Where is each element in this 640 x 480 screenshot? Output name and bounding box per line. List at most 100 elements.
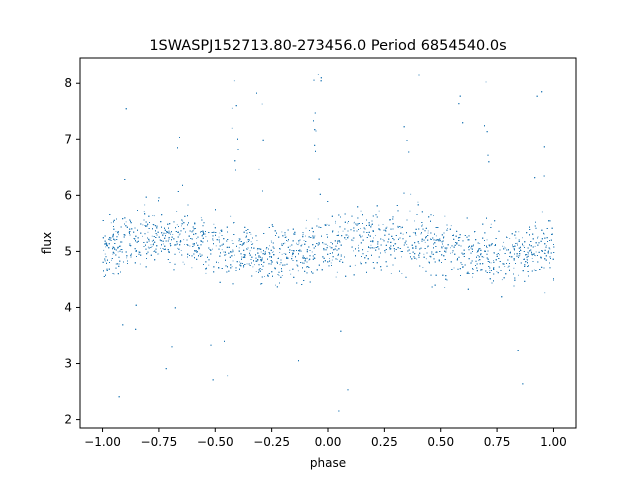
data-point bbox=[416, 258, 418, 260]
data-point bbox=[220, 229, 222, 231]
data-point bbox=[183, 239, 185, 241]
data-point bbox=[414, 220, 415, 222]
data-point bbox=[370, 244, 372, 246]
scatter-points bbox=[102, 74, 555, 412]
data-point bbox=[301, 244, 303, 246]
data-point bbox=[336, 271, 338, 273]
data-point bbox=[523, 259, 524, 260]
data-point bbox=[360, 261, 362, 263]
data-point bbox=[519, 254, 521, 256]
data-point bbox=[281, 253, 283, 255]
data-point bbox=[117, 251, 119, 253]
data-point bbox=[111, 259, 112, 261]
data-point bbox=[373, 237, 374, 239]
data-point bbox=[375, 235, 376, 236]
data-point bbox=[233, 80, 235, 82]
data-point bbox=[348, 235, 350, 237]
data-point bbox=[370, 224, 372, 226]
data-point bbox=[402, 233, 404, 235]
data-point bbox=[250, 233, 252, 235]
data-point bbox=[296, 242, 297, 244]
data-point bbox=[435, 235, 437, 237]
data-point bbox=[335, 222, 336, 224]
data-point bbox=[382, 224, 384, 225]
data-point bbox=[360, 228, 361, 229]
data-point bbox=[378, 224, 380, 226]
data-point bbox=[279, 252, 281, 253]
data-point bbox=[120, 245, 122, 247]
data-point bbox=[418, 243, 420, 244]
data-point bbox=[329, 258, 330, 259]
data-point bbox=[147, 231, 149, 233]
data-point bbox=[450, 247, 451, 249]
data-point bbox=[244, 256, 246, 258]
data-point bbox=[447, 228, 448, 229]
data-point bbox=[238, 238, 240, 240]
data-point bbox=[444, 287, 446, 288]
data-point bbox=[227, 375, 229, 377]
data-point bbox=[129, 245, 130, 246]
data-point bbox=[401, 273, 403, 274]
data-point bbox=[281, 275, 283, 276]
data-point bbox=[534, 245, 536, 247]
data-point bbox=[478, 259, 479, 261]
data-point bbox=[534, 255, 535, 256]
data-point bbox=[255, 271, 257, 272]
data-point bbox=[317, 74, 319, 75]
data-point bbox=[493, 252, 495, 253]
data-point bbox=[172, 234, 174, 235]
data-point bbox=[303, 240, 305, 241]
data-point bbox=[104, 253, 106, 255]
data-point bbox=[308, 259, 310, 261]
data-point bbox=[362, 235, 363, 237]
data-point bbox=[354, 264, 356, 266]
data-point bbox=[115, 263, 117, 265]
data-point bbox=[271, 252, 273, 253]
data-point bbox=[265, 248, 267, 250]
data-point bbox=[306, 219, 307, 221]
data-point bbox=[205, 236, 207, 238]
data-point bbox=[329, 246, 331, 248]
data-point bbox=[275, 284, 276, 286]
data-point bbox=[165, 233, 167, 234]
data-point bbox=[423, 253, 425, 255]
data-point bbox=[390, 273, 392, 274]
data-point bbox=[527, 254, 529, 255]
data-point bbox=[509, 238, 511, 239]
data-point bbox=[409, 210, 411, 212]
data-point bbox=[336, 258, 338, 260]
data-point bbox=[196, 252, 197, 253]
data-point bbox=[490, 223, 492, 225]
data-point bbox=[386, 226, 388, 228]
data-point bbox=[110, 222, 112, 224]
data-point bbox=[417, 201, 419, 203]
data-point bbox=[526, 258, 528, 260]
data-point bbox=[118, 234, 119, 236]
data-point bbox=[330, 247, 332, 249]
data-point bbox=[506, 236, 507, 238]
data-point bbox=[153, 215, 155, 217]
data-point bbox=[272, 251, 274, 253]
data-point bbox=[168, 230, 170, 232]
data-point bbox=[212, 248, 213, 250]
data-point bbox=[105, 246, 107, 248]
data-point bbox=[502, 245, 503, 247]
data-point bbox=[258, 168, 260, 170]
data-point bbox=[183, 263, 185, 265]
data-point bbox=[246, 248, 247, 249]
data-point bbox=[261, 103, 263, 105]
data-point bbox=[535, 222, 536, 223]
data-point bbox=[298, 242, 300, 244]
data-point bbox=[313, 257, 315, 259]
data-point bbox=[142, 224, 144, 226]
data-point bbox=[213, 223, 215, 225]
data-point bbox=[305, 235, 306, 237]
data-point bbox=[230, 215, 232, 217]
data-point bbox=[111, 240, 112, 241]
data-point bbox=[415, 234, 417, 236]
data-point bbox=[243, 243, 245, 245]
data-point bbox=[472, 276, 473, 278]
data-point bbox=[270, 240, 272, 242]
